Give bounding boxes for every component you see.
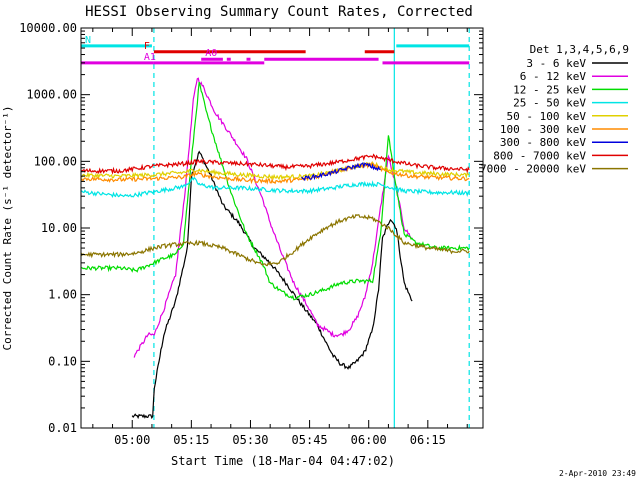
y-axis-ticks: 0.01 0.10 1.00 10.00 100.00 1000.00 10000.00 <box>19 21 483 435</box>
flag-label: N <box>85 35 91 46</box>
legend-entry-label: 100 - 300 keV <box>500 123 586 136</box>
series-line <box>81 176 470 199</box>
vertical-markers <box>153 28 470 428</box>
series-line <box>81 161 470 185</box>
y-tick-label: 100.00 <box>34 154 77 168</box>
x-tick-label: 05:00 <box>114 433 150 447</box>
y-tick-label: 1000.00 <box>26 88 77 102</box>
y-tick-label: 10000.00 <box>19 21 77 35</box>
flag-label: F <box>144 41 150 52</box>
series-line <box>133 77 413 358</box>
x-tick-label: 05:30 <box>232 433 268 447</box>
x-axis-ticks: 05:00 05:15 05:30 05:45 06:00 06:15 <box>92 28 468 447</box>
legend-entry-label: 12 - 25 keV <box>513 83 586 96</box>
chart-title: HESSI Observing Summary Count Rates, Cor… <box>85 4 473 20</box>
plot-frame <box>80 27 484 429</box>
data-series <box>81 77 470 420</box>
series-line <box>131 150 413 420</box>
y-axis-label: Corrected Count Rate (s⁻¹ detector⁻¹) <box>1 105 14 350</box>
legend-entry-label: 6 - 12 keV <box>520 70 587 83</box>
legend-title: Det 1,3,4,5,6,9 <box>530 43 629 56</box>
series-line <box>81 81 470 301</box>
x-tick-label: 05:45 <box>292 433 328 447</box>
series-line <box>301 162 381 182</box>
x-tick-label: 06:00 <box>351 433 387 447</box>
legend-entry-label: 3 - 6 keV <box>526 57 586 70</box>
x-axis-label: Start Time (18-Mar-04 04:47:02) <box>171 454 395 468</box>
series-line <box>81 213 470 267</box>
legend-entry-label: 800 - 7000 keV <box>493 149 586 162</box>
series-line <box>81 153 470 175</box>
series-line <box>81 160 470 181</box>
footer-date: 2-Apr-2010 23:49 <box>559 469 636 478</box>
x-tick-label: 06:15 <box>410 433 446 447</box>
y-tick-label: 0.10 <box>48 354 77 368</box>
y-tick-label: 0.01 <box>48 421 77 435</box>
flag-label: A1 <box>144 52 156 63</box>
legend-entry-label: 7000 - 20000 keV <box>480 163 586 176</box>
flag-bars: N F A0 A1 <box>81 35 470 65</box>
legend-entry-label: 50 - 100 keV <box>507 110 587 123</box>
flag-label: A0 <box>205 48 217 59</box>
x-tick-label: 05:15 <box>173 433 209 447</box>
y-tick-label: 1.00 <box>48 288 77 302</box>
legend-entry-label: 300 - 800 keV <box>500 136 586 149</box>
legend-entry-label: 25 - 50 keV <box>513 97 586 110</box>
y-tick-label: 10.00 <box>41 221 77 235</box>
